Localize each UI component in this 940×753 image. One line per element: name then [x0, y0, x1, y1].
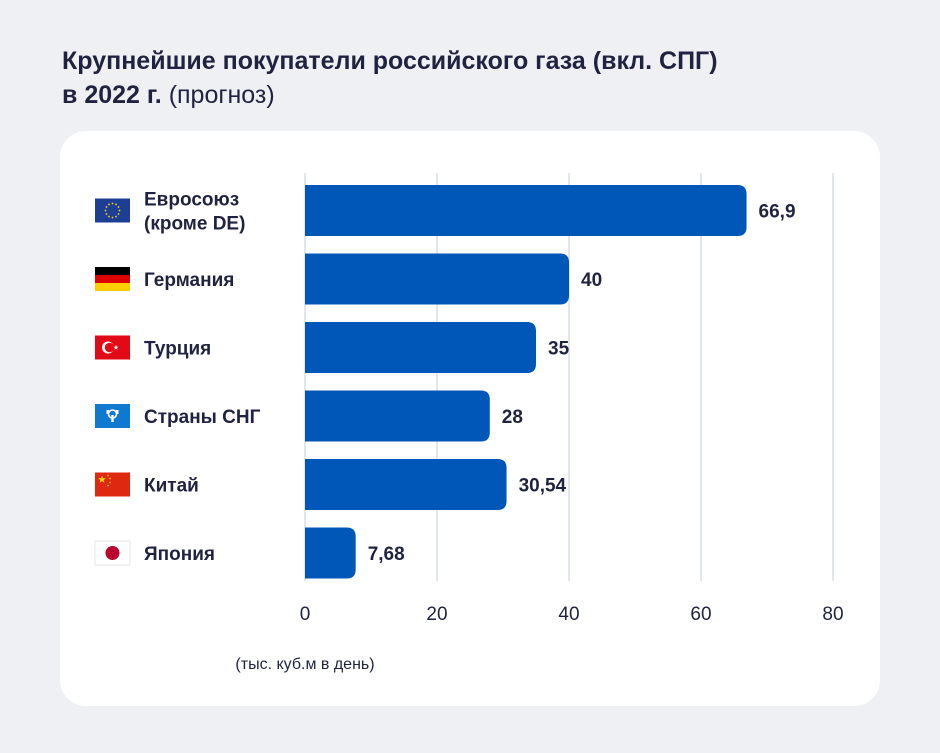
category-label: Германия	[144, 270, 234, 291]
eu-flag-icon	[95, 198, 130, 223]
category-label: Турция	[144, 339, 211, 360]
cis-flag-icon	[95, 404, 130, 428]
chart-card: 66,9 Евросоюз (кроме DE) 40 Германия 35 Турция…	[60, 131, 880, 706]
chart-title-year: в 2022 г.	[62, 81, 162, 109]
chart-title: Крупнейшие покупатели российского газа (…	[62, 44, 718, 112]
bar	[305, 322, 536, 373]
x-tick-label: 20	[426, 604, 447, 625]
bar	[305, 253, 569, 305]
category-label: Страны СНГ	[144, 407, 261, 428]
bar-value-label: 7,68	[368, 544, 405, 565]
category-label: Китай	[144, 476, 199, 497]
x-axis-unit-label: (тыс. куб.м в день)	[235, 656, 374, 673]
chart-title-line1: Крупнейшие покупатели российского газа (…	[62, 47, 718, 75]
chart-title-forecast: (прогноз)	[168, 81, 275, 109]
x-tick-label: 40	[558, 604, 579, 625]
x-tick-label: 0	[300, 604, 311, 625]
bar-value-label: 28	[502, 407, 523, 428]
china-flag-icon	[95, 472, 130, 497]
bar	[305, 527, 356, 579]
category-label: Евросоюз (кроме DE)	[144, 190, 245, 235]
germany-flag-icon	[95, 267, 130, 291]
bar-value-label: 66,9	[759, 202, 796, 223]
bar-value-label: 30,54	[519, 476, 567, 497]
x-tick-label: 80	[822, 604, 843, 625]
bar	[305, 390, 490, 442]
x-tick-label: 60	[690, 604, 711, 625]
bar-chart: 66,9 Евросоюз (кроме DE) 40 Германия 35 Турция…	[94, 173, 844, 673]
bar-value-label: 35	[548, 339, 570, 360]
turkey-flag-icon	[95, 335, 130, 360]
category-label: Япония	[144, 544, 215, 565]
japan-flag-icon	[94, 540, 131, 566]
bar	[305, 459, 507, 510]
bar	[305, 185, 747, 236]
bar-value-label: 40	[581, 270, 602, 291]
